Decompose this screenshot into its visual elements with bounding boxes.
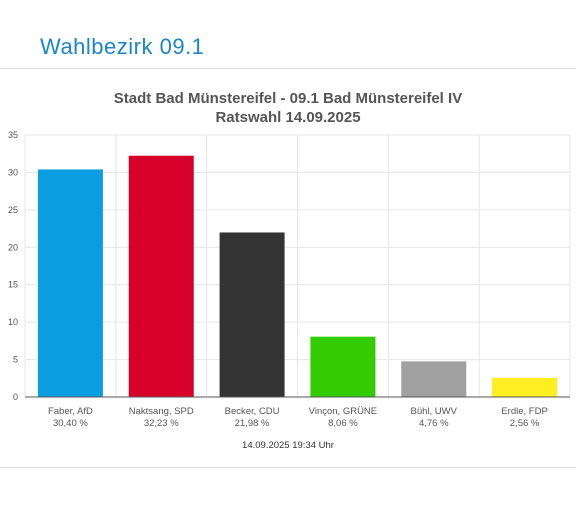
x-tick-label: Erdle, FDP [501,406,547,417]
data-label: 8,06 % [328,418,358,429]
page-title: Wahlbezirk 09.1 [40,34,205,59]
bar [37,169,103,397]
x-tick-label: Becker, CDU [225,406,280,417]
data-label: 32,23 % [144,418,179,429]
timestamp: 14.09.2025 19:34 Uhr [242,440,334,451]
y-tick-label: 10 [8,317,18,327]
chart-bars [37,155,558,397]
bar [310,336,376,397]
y-tick-label: 35 [8,130,18,140]
y-tick-label: 0 [13,392,18,402]
data-label: 4,76 % [419,418,449,429]
y-tick-label: 20 [8,242,18,252]
x-tick-label: Bühl, UWV [411,406,458,417]
y-tick-label: 30 [8,167,18,177]
bar [219,232,285,397]
divider-top [0,68,576,69]
data-label: 21,98 % [235,418,270,429]
bar [128,155,194,397]
data-label: 2,56 % [510,418,540,429]
y-tick-label: 5 [13,355,18,365]
bar [401,361,467,397]
y-tick-label: 25 [8,205,18,215]
x-tick-label: Vinçon, GRÜNE [309,406,377,417]
chart-grid [24,134,571,398]
divider-bottom [0,467,576,468]
x-tick-label: Naktsang, SPD [129,406,194,417]
chart-subtitle: Ratswahl 14.09.2025 [215,109,361,126]
data-label: 30,40 % [53,418,88,429]
bar [492,377,558,397]
x-tick-label: Faber, AfD [48,406,93,417]
y-tick-label: 15 [8,280,18,290]
chart-title: Stadt Bad Münstereifel - 09.1 Bad Münste… [113,90,463,107]
